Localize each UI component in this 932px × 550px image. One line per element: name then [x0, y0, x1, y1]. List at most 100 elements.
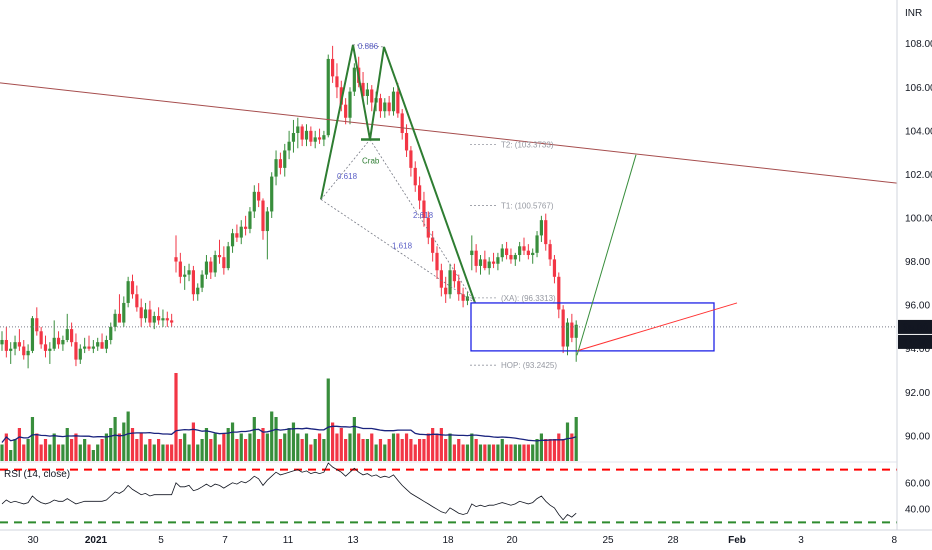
volume-bar: [426, 433, 430, 461]
y-tick-label: 90.00: [905, 431, 930, 442]
last-price-tag: [898, 319, 932, 334]
volume-bar: [357, 433, 361, 461]
candle-body: [135, 294, 139, 308]
candle-body: [109, 326, 113, 340]
candle-body: [487, 261, 491, 269]
volume-bar: [278, 439, 282, 461]
volume-bar: [204, 428, 209, 461]
candle-body: [70, 329, 74, 343]
volume-bar: [143, 444, 148, 461]
volume-bar: [65, 428, 69, 461]
candle-body: [539, 220, 543, 236]
candle-body: [248, 211, 252, 229]
volume-bar: [74, 433, 78, 461]
volume-bar: [531, 444, 535, 461]
candle-body: [239, 226, 243, 238]
candle-body: [409, 150, 413, 168]
volume-ma-line: [1, 425, 577, 443]
volume-bar: [130, 428, 135, 461]
candle-body: [100, 342, 104, 349]
candle-body: [313, 137, 317, 142]
candle-body: [74, 342, 78, 360]
x-tick-label: 5: [158, 535, 164, 546]
trendline: [0, 82, 898, 184]
volume-bar: [291, 422, 296, 461]
candle-body: [396, 91, 400, 114]
candle-body: [270, 176, 274, 212]
candle-body: [287, 141, 291, 151]
candle-body: [78, 348, 82, 360]
volume-bar: [296, 433, 300, 461]
volume-bar: [26, 439, 30, 461]
candle-body: [331, 58, 335, 77]
rsi-title: RSI (14, close): [4, 469, 70, 480]
target-projection: [576, 154, 637, 356]
volume-bar: [13, 439, 17, 461]
volume-bars: [0, 373, 578, 461]
volume-bar: [148, 439, 152, 461]
pattern-bd-line: [369, 139, 476, 304]
volume-bar: [391, 433, 396, 461]
rsi-tick-label: 60.00: [905, 478, 930, 489]
volume-bar: [326, 378, 330, 461]
volume-bar: [361, 439, 365, 461]
volume-bar: [56, 444, 61, 461]
candle-body: [478, 259, 483, 266]
volume-bar: [339, 428, 343, 461]
candle-body: [483, 259, 487, 269]
candle-body: [152, 316, 156, 323]
volume-bar: [157, 439, 161, 461]
volume-bar: [365, 439, 369, 461]
volume-bar: [470, 433, 474, 461]
candle-body: [544, 220, 548, 245]
candle-body: [565, 322, 570, 347]
pattern-xb-line: [320, 139, 371, 200]
volume-bar: [191, 422, 195, 461]
rsi-line: [1, 462, 577, 521]
candle-body: [161, 318, 165, 321]
candle-body: [326, 58, 330, 136]
candle-body: [130, 281, 135, 295]
volume-bar: [104, 433, 108, 461]
candle-body: [104, 339, 108, 349]
volume-bar: [61, 444, 65, 461]
volume-bar: [170, 444, 174, 461]
volume-bar: [222, 433, 226, 461]
volume-bar: [270, 411, 274, 461]
x-tick-label: 11: [283, 535, 294, 546]
volume-bar: [500, 439, 504, 461]
candle-body: [178, 261, 182, 277]
volume-bar: [352, 417, 356, 461]
candle-body: [4, 339, 8, 351]
volume-bar: [539, 433, 543, 461]
x-tick-label: 20: [506, 535, 518, 546]
candle-body: [39, 331, 43, 345]
volume-bar: [565, 422, 570, 461]
candle-body: [418, 185, 422, 201]
candle-body: [431, 237, 435, 253]
candle-body: [448, 270, 452, 295]
y-tick-label: 92.00: [905, 388, 930, 399]
candle-body: [17, 342, 21, 347]
volume-bar: [387, 439, 391, 461]
currency-label: INR: [905, 8, 922, 19]
level-label: (XA): (96.3313): [501, 294, 556, 303]
candle-body: [526, 250, 530, 256]
candle-body: [139, 307, 143, 319]
volume-bar: [96, 444, 100, 461]
candle-body: [291, 133, 296, 142]
candle-body: [56, 337, 61, 345]
volume-bar: [396, 433, 400, 461]
candle-body: [457, 281, 461, 295]
x-tick-label: 13: [347, 535, 359, 546]
y-tick-label: 98.00: [905, 257, 930, 268]
candle-body: [439, 270, 443, 288]
y-tick-label: 94.00: [905, 344, 930, 355]
candle-body: [22, 346, 26, 356]
candle-body: [43, 344, 48, 351]
volume-bar: [418, 439, 422, 461]
volume-bar: [252, 417, 256, 461]
volume-bar: [30, 417, 35, 461]
pattern-name-label: Crab: [362, 157, 380, 166]
